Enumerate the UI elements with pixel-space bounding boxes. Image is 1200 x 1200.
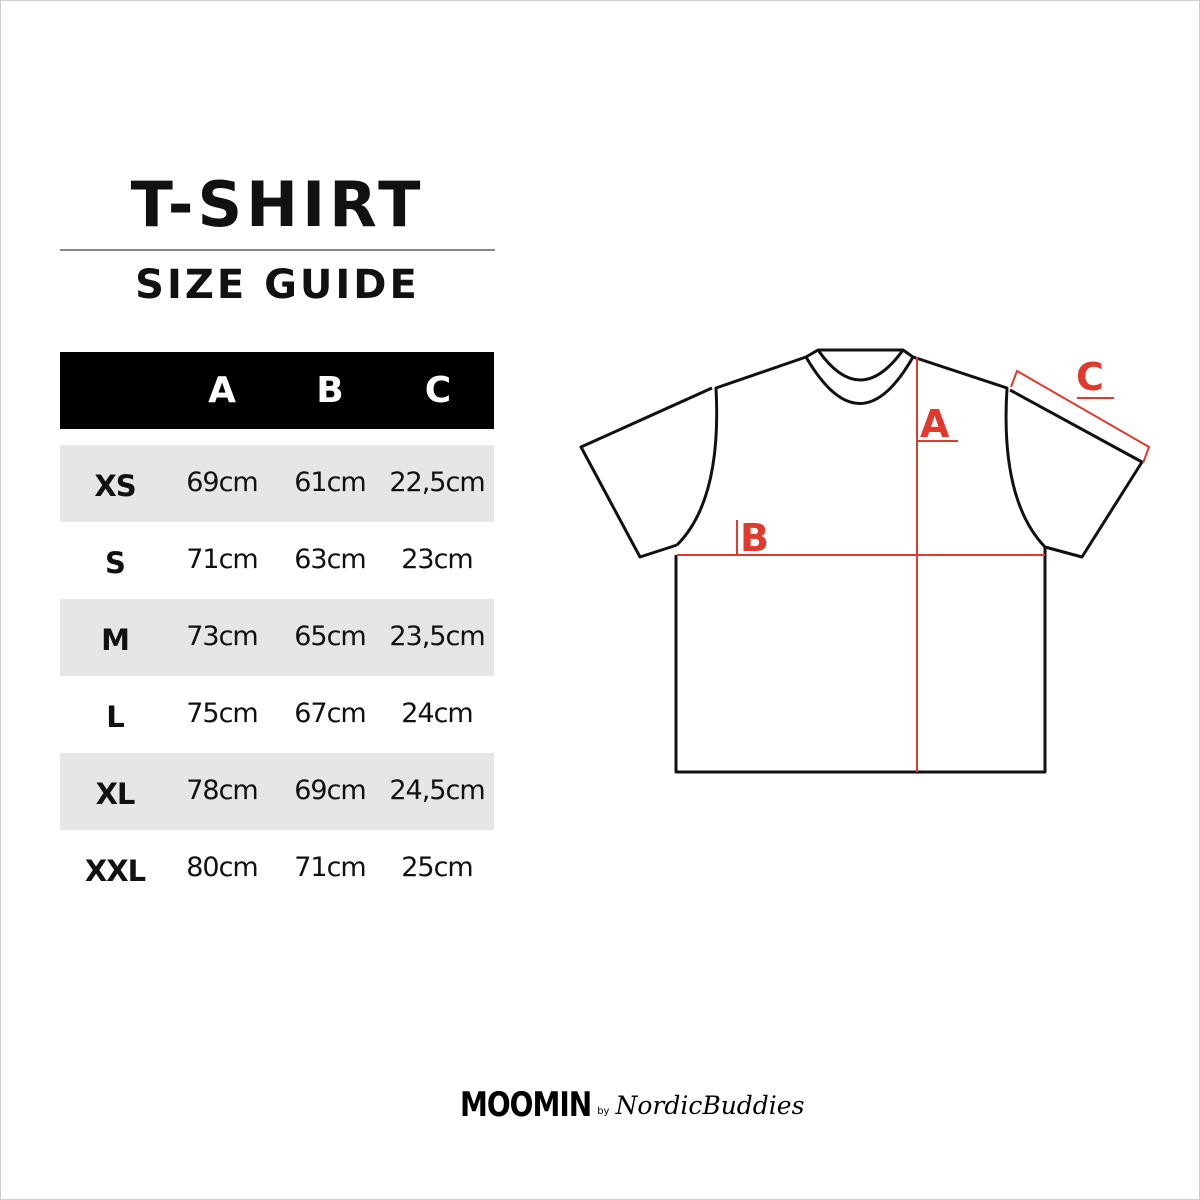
title-divider — [60, 249, 495, 251]
c-cell: 23,5cm — [389, 621, 485, 652]
table-row: XL 78cm 69cm 24,5cm — [60, 753, 494, 830]
table-row: M 73cm 65cm 23,5cm — [60, 599, 494, 676]
a-cell: 73cm — [186, 621, 259, 652]
size-cell: XS — [94, 469, 136, 503]
c-cell: 25cm — [401, 852, 474, 883]
a-cell: 69cm — [186, 467, 259, 498]
a-cell: 75cm — [186, 698, 259, 729]
size-cell: XL — [95, 777, 136, 811]
header-c: C — [424, 370, 452, 411]
table-header: A B C — [60, 352, 494, 429]
b-cell: 61cm — [294, 467, 367, 498]
label-c: C — [1076, 355, 1104, 399]
table-row: S 71cm 63cm 23cm — [60, 522, 494, 599]
header-a: A — [208, 370, 236, 411]
header-b: B — [316, 370, 344, 411]
page-title: T-SHIRT — [130, 168, 425, 241]
b-cell: 69cm — [294, 775, 367, 806]
brand-logo: MOOMIN by NordicBuddies — [460, 1084, 805, 1128]
c-cell: 24cm — [401, 698, 474, 729]
page-subtitle: SIZE GUIDE — [135, 262, 420, 308]
a-cell: 71cm — [186, 544, 259, 575]
label-b: B — [740, 516, 769, 560]
tshirt-outline — [579, 348, 1144, 774]
b-cell: 65cm — [294, 621, 367, 652]
size-cell: M — [101, 623, 130, 657]
size-cell: XXL — [84, 854, 146, 888]
b-cell: 67cm — [294, 698, 367, 729]
measure-c-bracket — [1010, 369, 1151, 464]
logo-nordicbuddies: NordicBuddies — [615, 1091, 805, 1120]
c-cell: 23cm — [401, 544, 474, 575]
size-cell: L — [106, 700, 124, 734]
logo-by: by — [597, 1106, 610, 1117]
table-row: L 75cm 67cm 24cm — [60, 676, 494, 753]
b-cell: 71cm — [294, 852, 367, 883]
c-cell: 22,5cm — [389, 467, 485, 498]
size-cell: S — [105, 546, 126, 580]
table-row: XS 69cm 61cm 22,5cm — [60, 445, 494, 522]
a-cell: 78cm — [186, 775, 259, 806]
table-row: XXL 80cm 71cm 25cm — [60, 830, 494, 907]
c-cell: 24,5cm — [389, 775, 485, 806]
label-a: A — [920, 402, 950, 446]
a-cell: 80cm — [186, 852, 259, 883]
b-cell: 63cm — [294, 544, 367, 575]
logo-moomin: MOOMIN — [460, 1084, 592, 1125]
